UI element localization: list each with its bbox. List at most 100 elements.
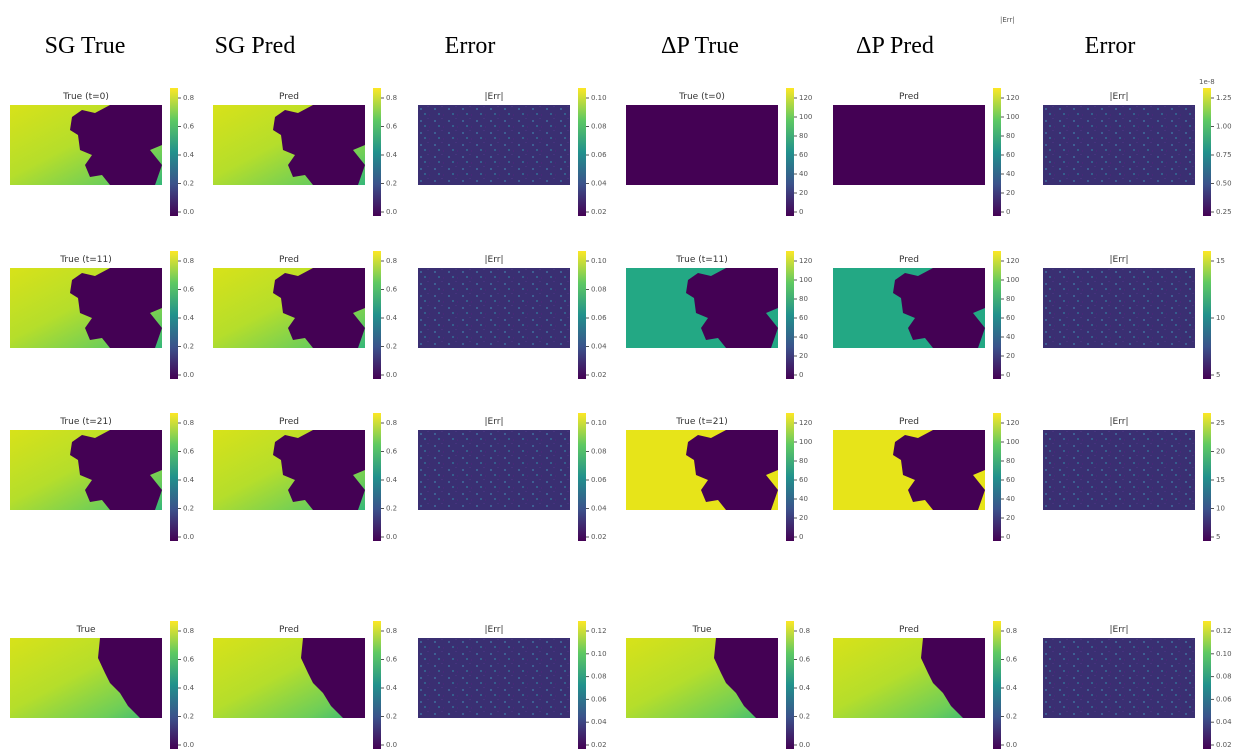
heatmap-panel: True 0.0 0.2 0.4 0.6 0.8 bbox=[10, 621, 195, 749]
colorbar-tick-label: 0.2 bbox=[183, 343, 194, 351]
masked-region bbox=[70, 105, 162, 185]
colorbar-tick-label: 0.0 bbox=[1006, 741, 1017, 749]
colorbar-exponent: 1e-8 bbox=[1199, 78, 1215, 86]
colorbar-tick-label: 60 bbox=[799, 476, 808, 484]
heatmap-image bbox=[418, 430, 570, 510]
colorbar-tick-label: 0.25 bbox=[1216, 208, 1232, 216]
colorbar-tick-label: 80 bbox=[799, 132, 808, 140]
heatmap-panel: Pred 0.0 0.2 0.4 0.6 0.8 bbox=[833, 621, 1018, 749]
heatmap-panel: True (t=21) 0.0 0.2 0.4 0.6 0.8 bbox=[10, 413, 195, 541]
colorbar bbox=[373, 413, 381, 541]
colorbar-tick-label: 0.08 bbox=[591, 673, 607, 681]
masked-region bbox=[921, 638, 985, 718]
colorbar-tick-label: 0.6 bbox=[799, 656, 811, 664]
heatmap-panel: Pred 0 20 40 60 80 100 120 bbox=[833, 88, 1019, 216]
colorbar-tick-label: 0.0 bbox=[799, 741, 810, 749]
masked-region bbox=[70, 268, 162, 348]
panel-title: True (t=21) bbox=[675, 417, 728, 427]
colorbar-tick-label: 0.02 bbox=[591, 533, 607, 541]
colorbar-tick-label: 120 bbox=[799, 257, 812, 265]
colorbar-tick-label: 0.6 bbox=[386, 123, 398, 131]
colorbar-tick-label: 0.8 bbox=[183, 627, 194, 635]
colorbar-tick-label: 100 bbox=[1006, 113, 1019, 121]
colorbar-tick-label: 0.08 bbox=[591, 286, 607, 294]
colorbar-tick-label: 40 bbox=[1006, 495, 1015, 503]
heatmap-panel: |Err| 0.02 0.04 0.06 0.08 0.10 bbox=[418, 88, 607, 216]
colorbar-tick-label: 40 bbox=[799, 170, 808, 178]
panel-title: |Err| bbox=[485, 92, 504, 102]
masked-region bbox=[714, 638, 778, 718]
colorbar-tick-label: 20 bbox=[799, 514, 808, 522]
colorbar bbox=[1203, 88, 1211, 216]
colorbar bbox=[993, 413, 1001, 541]
colorbar bbox=[993, 621, 1001, 749]
colorbar-tick-label: 0.4 bbox=[183, 684, 195, 692]
colorbar-tick-label: 0.10 bbox=[591, 650, 607, 658]
colorbar-tick-label: 0.12 bbox=[591, 627, 607, 635]
heatmap-image bbox=[626, 105, 778, 185]
colorbar-tick-label: 0.10 bbox=[591, 257, 607, 265]
colorbar-tick-label: 10 bbox=[1216, 314, 1225, 322]
column-header: Error bbox=[1085, 33, 1136, 59]
colorbar-tick-label: 0.8 bbox=[386, 419, 397, 427]
colorbar-tick-label: 20 bbox=[799, 352, 808, 360]
colorbar-tick-label: 0.0 bbox=[183, 208, 194, 216]
colorbar-tick-label: 0.4 bbox=[799, 684, 811, 692]
heatmap-panel: True (t=11) 0.0 0.2 0.4 0.6 0.8 bbox=[10, 251, 195, 379]
colorbar-tick-label: 0.04 bbox=[591, 180, 607, 188]
colorbar-tick-label: 0.10 bbox=[1216, 650, 1232, 658]
heatmap-image bbox=[833, 105, 985, 185]
colorbar-tick-label: 80 bbox=[1006, 295, 1015, 303]
panel-title: Pred bbox=[899, 625, 919, 635]
heatmap-panel: Pred 0.0 0.2 0.4 0.6 0.8 bbox=[213, 413, 398, 541]
colorbar-tick-label: 120 bbox=[799, 419, 812, 427]
colorbar bbox=[373, 251, 381, 379]
colorbar-tick-label: 60 bbox=[1006, 151, 1015, 159]
panel-title: True (t=0) bbox=[678, 92, 725, 102]
colorbar-tick-label: 0.2 bbox=[386, 343, 397, 351]
colorbar-tick-label: 0.2 bbox=[386, 713, 397, 721]
colorbar-tick-label: 15 bbox=[1216, 476, 1225, 484]
colorbar-tick-label: 0.6 bbox=[386, 286, 398, 294]
colorbar bbox=[578, 413, 586, 541]
colorbar bbox=[786, 88, 794, 216]
heatmap-panel: Pred 0.0 0.2 0.4 0.6 0.8 bbox=[213, 251, 398, 379]
heatmap-panel: Pred 0 20 40 60 80 100 120 bbox=[833, 251, 1019, 379]
heatmap-panel: |Err| 0.02 0.04 0.06 0.08 0.10 0.12 bbox=[1043, 621, 1232, 749]
colorbar-tick-label: 80 bbox=[1006, 457, 1015, 465]
panel-title: Pred bbox=[899, 92, 919, 102]
colorbar-tick-label: 0.8 bbox=[183, 94, 194, 102]
heatmap-panel: |Err| 5 10 15 bbox=[1043, 251, 1225, 379]
panel-title: Pred bbox=[279, 255, 299, 265]
heatmap-image bbox=[418, 268, 570, 348]
colorbar-tick-label: 0.06 bbox=[591, 695, 607, 703]
colorbar-tick-label: 0.04 bbox=[1216, 718, 1232, 726]
colorbar-tick-label: 0.2 bbox=[1006, 713, 1017, 721]
colorbar bbox=[786, 621, 794, 749]
column-header: Error bbox=[445, 33, 496, 59]
panel-title: Pred bbox=[899, 417, 919, 427]
colorbar-tick-label: 20 bbox=[1216, 448, 1225, 456]
colorbar-tick-label: 60 bbox=[799, 314, 808, 322]
heatmap-panel: |Err| 0.02 0.04 0.06 0.08 0.10 bbox=[418, 413, 607, 541]
masked-region bbox=[893, 268, 985, 348]
colorbar-tick-label: 40 bbox=[1006, 170, 1015, 178]
heatmap-image bbox=[1043, 268, 1195, 348]
masked-region bbox=[273, 105, 365, 185]
colorbar-tick-label: 0.8 bbox=[1006, 627, 1017, 635]
colorbar-tick-label: 120 bbox=[1006, 419, 1019, 427]
heatmap-panel: True 0.0 0.2 0.4 0.6 0.8 bbox=[626, 621, 811, 749]
colorbar bbox=[170, 88, 178, 216]
colorbar-tick-label: 100 bbox=[799, 276, 812, 284]
panel-title: True (t=11) bbox=[59, 255, 112, 265]
heatmap-image bbox=[418, 638, 570, 718]
colorbar-tick-label: 0.06 bbox=[591, 476, 607, 484]
colorbar-tick-label: 60 bbox=[1006, 476, 1015, 484]
heatmap-panel: Pred 0.0 0.2 0.4 0.6 0.8 bbox=[213, 621, 398, 749]
colorbar-tick-label: 0.12 bbox=[1216, 627, 1232, 635]
colorbar bbox=[373, 621, 381, 749]
panel-title: Pred bbox=[279, 92, 299, 102]
colorbar-tick-label: 0.6 bbox=[183, 286, 195, 294]
heatmap-panel: |Err| 0.02 0.04 0.06 0.08 0.10 bbox=[418, 251, 607, 379]
colorbar-tick-label: 0.8 bbox=[183, 419, 194, 427]
